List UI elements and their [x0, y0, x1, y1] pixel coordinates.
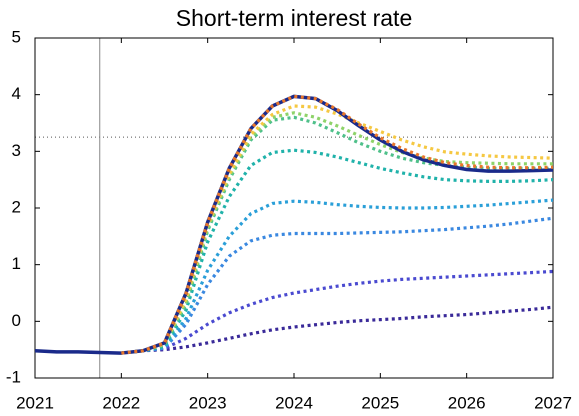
y-tick-label: 0: [12, 311, 21, 330]
y-tick-label: 1: [12, 254, 21, 273]
y-tick-label: 3: [12, 141, 21, 160]
x-tick-label: 2022: [102, 393, 140, 412]
dotted-line: [121, 104, 554, 355]
y-tick-label: 4: [12, 84, 21, 103]
dotted-line: [121, 148, 554, 355]
x-tick-label: 2023: [189, 393, 227, 412]
solid-line: [34, 94, 554, 355]
y-tick-label: 2: [12, 197, 21, 216]
dotted-line: [121, 269, 554, 355]
x-tick-label: 2025: [361, 393, 399, 412]
x-tick-label: 2027: [534, 393, 572, 412]
dotted-line: [121, 94, 554, 355]
y-tick-label: 5: [12, 27, 21, 46]
plot-frame: [34, 37, 554, 379]
dotted-line: [121, 305, 554, 355]
x-tick-label: 2026: [448, 393, 486, 412]
dotted-line: [121, 198, 554, 355]
x-tick-label: 2021: [16, 393, 54, 412]
chart-title: Short-term interest rate: [176, 5, 412, 31]
y-tick-label: -1: [6, 367, 21, 386]
x-tick-label: 2024: [275, 393, 313, 412]
